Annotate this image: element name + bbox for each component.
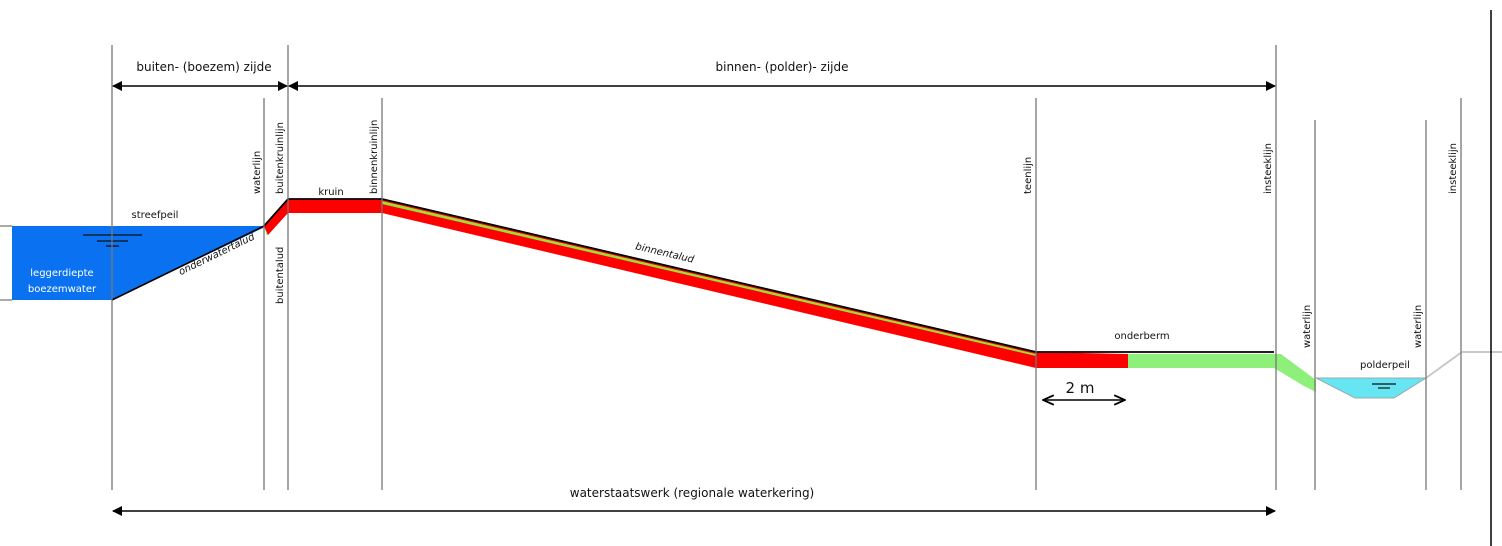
binnen-zijde-label: binnen- (polder)- zijde [716, 60, 849, 74]
waterlijn-left-label: waterlijn [252, 151, 263, 194]
buitentalud-label: buitentalud [275, 247, 286, 304]
waterlijn-right-2-label: waterlijn [1413, 305, 1424, 348]
waterlijn-right-1-label: waterlijn [1302, 305, 1313, 348]
scale-bar-label: 2 m [1066, 379, 1095, 397]
polderpeil-water-symbol [1372, 383, 1396, 389]
binnentalud-grass-strip [382, 201, 1036, 356]
polderpeil-label: polderpeil [1360, 360, 1410, 371]
dike-surface-line [263, 198, 1274, 353]
green-zone-onderberm [1128, 354, 1274, 368]
streefpeil-label: streefpeil [132, 210, 179, 221]
onderwatertalud-line [111, 225, 265, 301]
teenlijn-label: teenlijn [1023, 157, 1034, 194]
polder-water-area [1315, 377, 1428, 399]
insteeklijn-2-label: insteeklijn [1448, 143, 1459, 194]
onderberm-label: onderberm [1114, 331, 1169, 342]
buiten-zijde-label: buiten- (boezem) zijde [136, 60, 271, 74]
insteeklijn-1-label: insteeklijn [1263, 143, 1274, 194]
waterstaatswerk-label: waterstaatswerk (regionale waterkering) [570, 486, 815, 500]
kruin-label: kruin [318, 187, 343, 198]
binnenkruinlijn-label: binnenkruinlijn [369, 120, 380, 194]
leggerdiepte-label-line2: boezemwater [28, 284, 97, 295]
right-ground-line [1425, 351, 1502, 379]
buitenkruinlijn-label: buitenkruinlijn [275, 122, 286, 194]
leggerdiepte-label-line1: leggerdiepte [30, 268, 93, 279]
green-zone-ditch-slope [1274, 354, 1316, 392]
boezem-water-area [12, 226, 263, 300]
